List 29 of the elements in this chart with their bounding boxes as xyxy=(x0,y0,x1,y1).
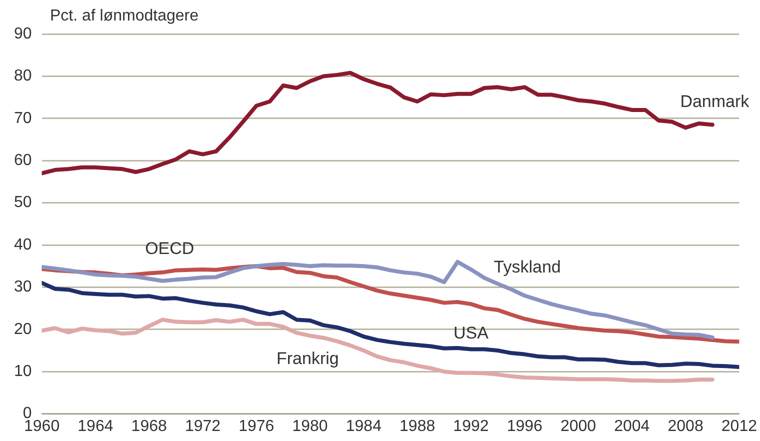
x-tick-label: 1996 xyxy=(506,418,543,435)
series-label: OECD xyxy=(145,238,194,258)
x-tick-label: 2008 xyxy=(668,418,704,435)
y-tick-label: 50 xyxy=(14,194,32,212)
x-tick-label: 1992 xyxy=(453,418,489,435)
y-tick-label: 40 xyxy=(14,236,32,254)
y-tick-label: 60 xyxy=(14,152,32,170)
y-axis-title: Pct. af lønmodtagere xyxy=(50,7,199,24)
y-tick-label: 10 xyxy=(14,363,32,380)
x-tick-label: 2012 xyxy=(721,418,758,435)
x-tick-label: 2004 xyxy=(614,418,650,435)
y-tick-label: 20 xyxy=(14,320,32,338)
series-label: Tyskland xyxy=(494,257,561,276)
y-tick-label: 90 xyxy=(14,25,32,42)
x-tick-label: 1988 xyxy=(400,418,436,435)
x-tick-label: 1964 xyxy=(78,418,114,435)
series-label: Frankrig xyxy=(276,349,339,368)
series-label: Danmark xyxy=(680,92,750,112)
y-tick-label: 80 xyxy=(14,68,32,85)
series-label: USA xyxy=(454,323,490,342)
x-tick-label: 1984 xyxy=(346,418,382,435)
x-tick-label: 1960 xyxy=(24,418,60,435)
x-tick-label: 1972 xyxy=(184,418,221,435)
y-tick-label: 30 xyxy=(14,278,32,296)
x-tick-label: 2000 xyxy=(560,418,596,435)
y-tick-label: 70 xyxy=(14,110,32,127)
x-tick-label: 1980 xyxy=(292,418,328,435)
x-tick-label: 1968 xyxy=(131,418,167,435)
x-tick-label: 1976 xyxy=(238,418,274,435)
